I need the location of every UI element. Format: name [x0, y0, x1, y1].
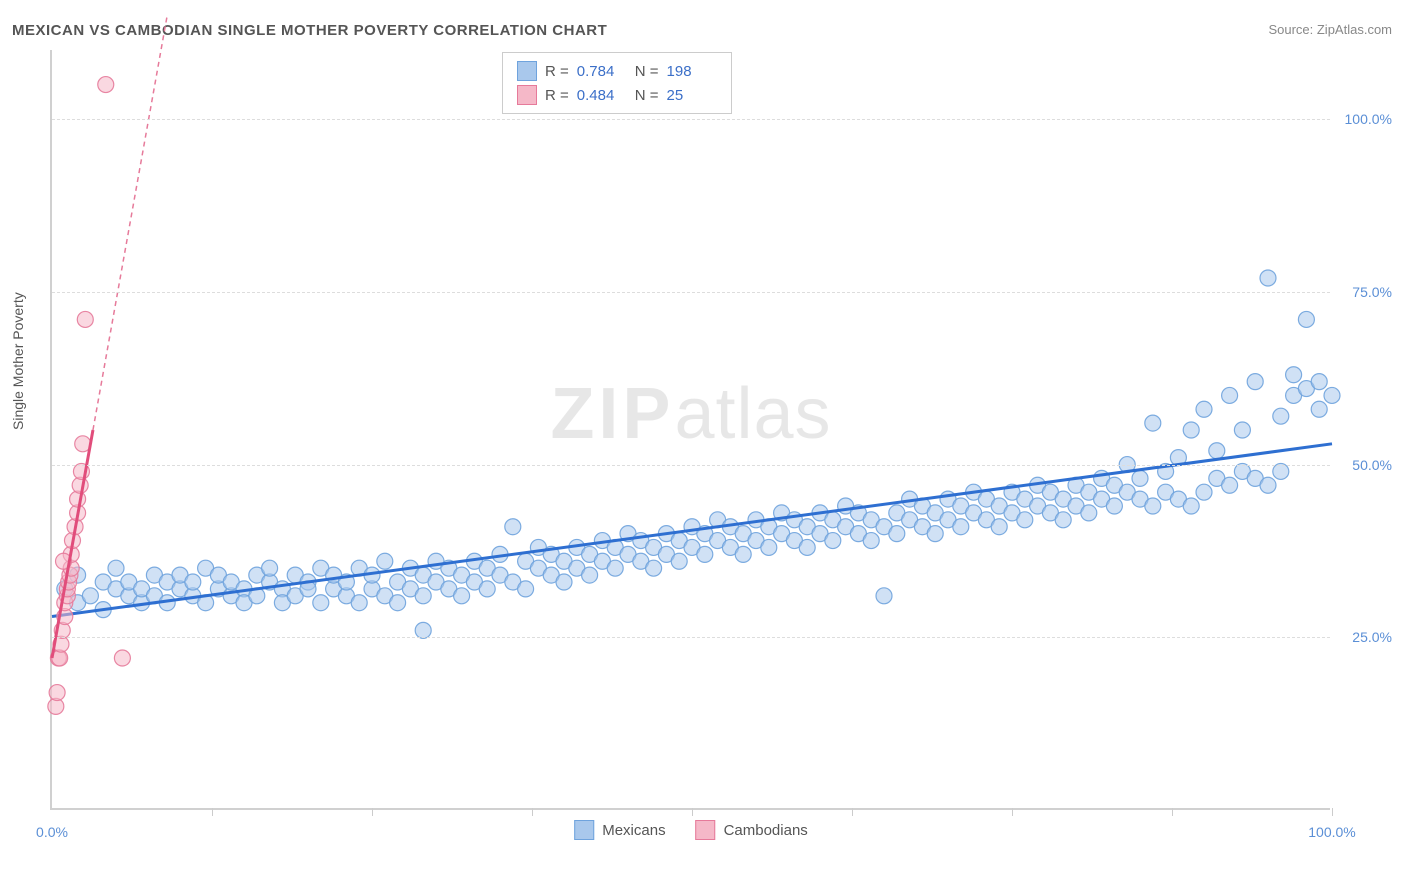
chart-container: MEXICAN VS CAMBODIAN SINGLE MOTHER POVER…	[0, 0, 1406, 892]
swatch-pink-icon	[696, 820, 716, 840]
y-axis-label: Single Mother Poverty	[10, 292, 26, 430]
grid-line	[52, 119, 1330, 120]
grid-line	[52, 465, 1330, 466]
x-tick	[1012, 808, 1013, 816]
legend-item-cambodians: Cambodians	[696, 820, 808, 840]
grid-line	[52, 292, 1330, 293]
x-tick	[372, 808, 373, 816]
x-tick	[692, 808, 693, 816]
x-tick-label: 0.0%	[36, 824, 68, 840]
chart-title: MEXICAN VS CAMBODIAN SINGLE MOTHER POVER…	[12, 22, 607, 39]
x-tick	[1332, 808, 1333, 816]
legend-item-mexicans: Mexicans	[574, 820, 665, 840]
x-tick	[532, 808, 533, 816]
x-tick	[212, 808, 213, 816]
x-tick-label: 100.0%	[1308, 824, 1355, 840]
y-tick-label: 25.0%	[1352, 629, 1392, 645]
plot-area: ZIPatlas R = 0.784 N = 198 R = 0.484 N =…	[50, 50, 1330, 810]
swatch-blue-icon	[574, 820, 594, 840]
plot-svg	[52, 50, 1330, 808]
y-tick-label: 50.0%	[1352, 457, 1392, 473]
source-attribution: Source: ZipAtlas.com	[1268, 22, 1392, 37]
bottom-legend: Mexicans Cambodians	[574, 820, 808, 840]
y-tick-label: 75.0%	[1352, 284, 1392, 300]
y-tick-label: 100.0%	[1345, 111, 1392, 127]
x-tick	[852, 808, 853, 816]
grid-line	[52, 637, 1330, 638]
x-tick	[1172, 808, 1173, 816]
